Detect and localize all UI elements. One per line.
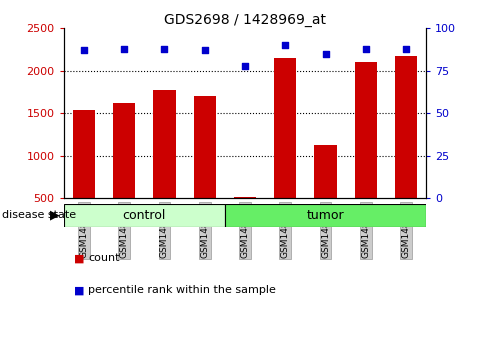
Text: ■: ■ [74,253,84,263]
Bar [153,90,175,198]
Point [402,46,410,52]
Title: GDS2698 / 1428969_at: GDS2698 / 1428969_at [164,13,326,27]
Point [120,46,128,52]
Point [80,47,88,53]
Text: count: count [88,253,120,263]
Point [201,47,209,53]
Bar [395,56,417,198]
Point [281,42,289,48]
Text: percentile rank within the sample: percentile rank within the sample [88,285,276,295]
Text: ▶: ▶ [50,209,60,221]
Bar [194,96,216,198]
Point [241,63,249,69]
Point [321,51,329,57]
Bar [73,110,95,198]
Text: disease state: disease state [2,210,76,220]
Text: control: control [122,209,166,222]
Point [362,46,370,52]
Text: ■: ■ [74,285,84,295]
Text: tumor: tumor [307,209,344,222]
Bar [355,62,377,198]
Bar [315,145,337,198]
Bar [225,204,426,227]
Bar [113,103,135,198]
Bar [274,58,296,198]
Point [161,46,169,52]
Bar [64,204,225,227]
